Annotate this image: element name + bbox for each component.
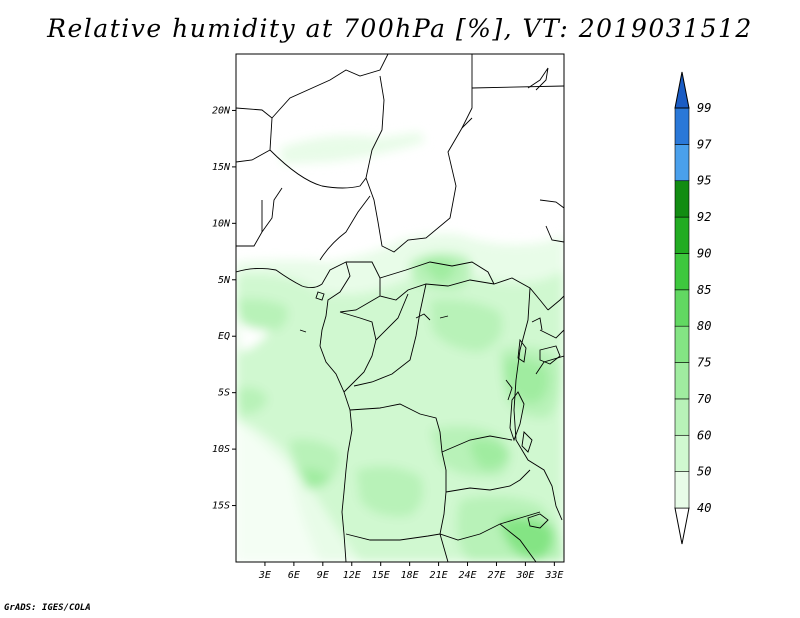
x-tick-label: 9E xyxy=(317,570,329,581)
chart-title: Relative humidity at 700hPa [%], VT: 201… xyxy=(47,14,753,43)
colorbar-segment xyxy=(674,107,690,145)
colorbar-segment xyxy=(674,180,690,218)
x-tick-label: 12E xyxy=(343,570,361,581)
colorbar-label: 85 xyxy=(697,283,711,297)
y-tick-label: 5N xyxy=(218,275,231,286)
y-tick-label: 15S xyxy=(212,501,230,512)
colorbar-segment xyxy=(674,434,690,472)
colorbar-label: 99 xyxy=(697,101,711,115)
x-tick-label: 21E xyxy=(430,570,448,581)
colorbar-segment xyxy=(674,253,690,291)
colorbar-segment xyxy=(674,216,690,254)
colorbar-label: 92 xyxy=(697,210,711,224)
grads-credit: GrADS: IGES/COLA xyxy=(4,603,91,613)
x-tick-label: 30E xyxy=(515,570,534,581)
y-tick-label: 20N xyxy=(212,105,231,116)
colorbar-segment xyxy=(674,398,690,436)
colorbar-label: 75 xyxy=(697,356,711,370)
y-tick-label: 15N xyxy=(212,162,231,173)
colorbar-label: 40 xyxy=(697,501,711,515)
colorbar-label: 70 xyxy=(697,392,711,406)
x-tick-label: 33E xyxy=(544,570,563,581)
colorbar-lower-triangle xyxy=(674,507,690,545)
dry-region-southwest xyxy=(236,420,320,562)
colorbar-upper-triangle xyxy=(674,71,690,109)
x-tick-label: 6E xyxy=(288,570,300,581)
x-tick-label: 15E xyxy=(372,570,390,581)
colorbar-segment xyxy=(674,362,690,400)
map-frame xyxy=(235,53,565,563)
y-tick-label: 10N xyxy=(212,218,231,229)
colorbar-label: 80 xyxy=(697,319,711,333)
colorbar: 40 50 60 70 75 80 85 90 92 95 97 99 xyxy=(674,71,712,545)
y-tick-label: 5S xyxy=(218,388,230,399)
x-tick-label: 27E xyxy=(487,570,505,581)
country-borders xyxy=(236,54,564,562)
humid-region-sahel xyxy=(280,132,425,164)
colorbar-label: 97 xyxy=(697,137,712,151)
y-tick-label: 10S xyxy=(212,444,230,455)
x-tick-label: 3E xyxy=(258,570,271,581)
colorbar-segment xyxy=(674,144,690,182)
y-tick-label: EQ xyxy=(218,331,230,342)
x-tick-label: 18E xyxy=(401,570,419,581)
colorbar-segment xyxy=(674,325,690,363)
x-axis-ticks: 3E 6E 9E 12E 15E 18E 21E 24E 27E 30E 33E xyxy=(258,562,563,581)
y-axis-ticks: 20N 15N 10N 5N EQ 5S 10S 15S xyxy=(212,105,236,512)
colorbar-segment xyxy=(674,471,690,509)
colorbar-label: 90 xyxy=(697,246,711,260)
humidity-field xyxy=(236,132,564,562)
colorbar-label: 95 xyxy=(697,174,711,188)
colorbar-label: 50 xyxy=(697,465,711,479)
x-tick-label: 24E xyxy=(458,570,476,581)
colorbar-segment xyxy=(674,289,690,327)
colorbar-label: 60 xyxy=(697,428,711,442)
